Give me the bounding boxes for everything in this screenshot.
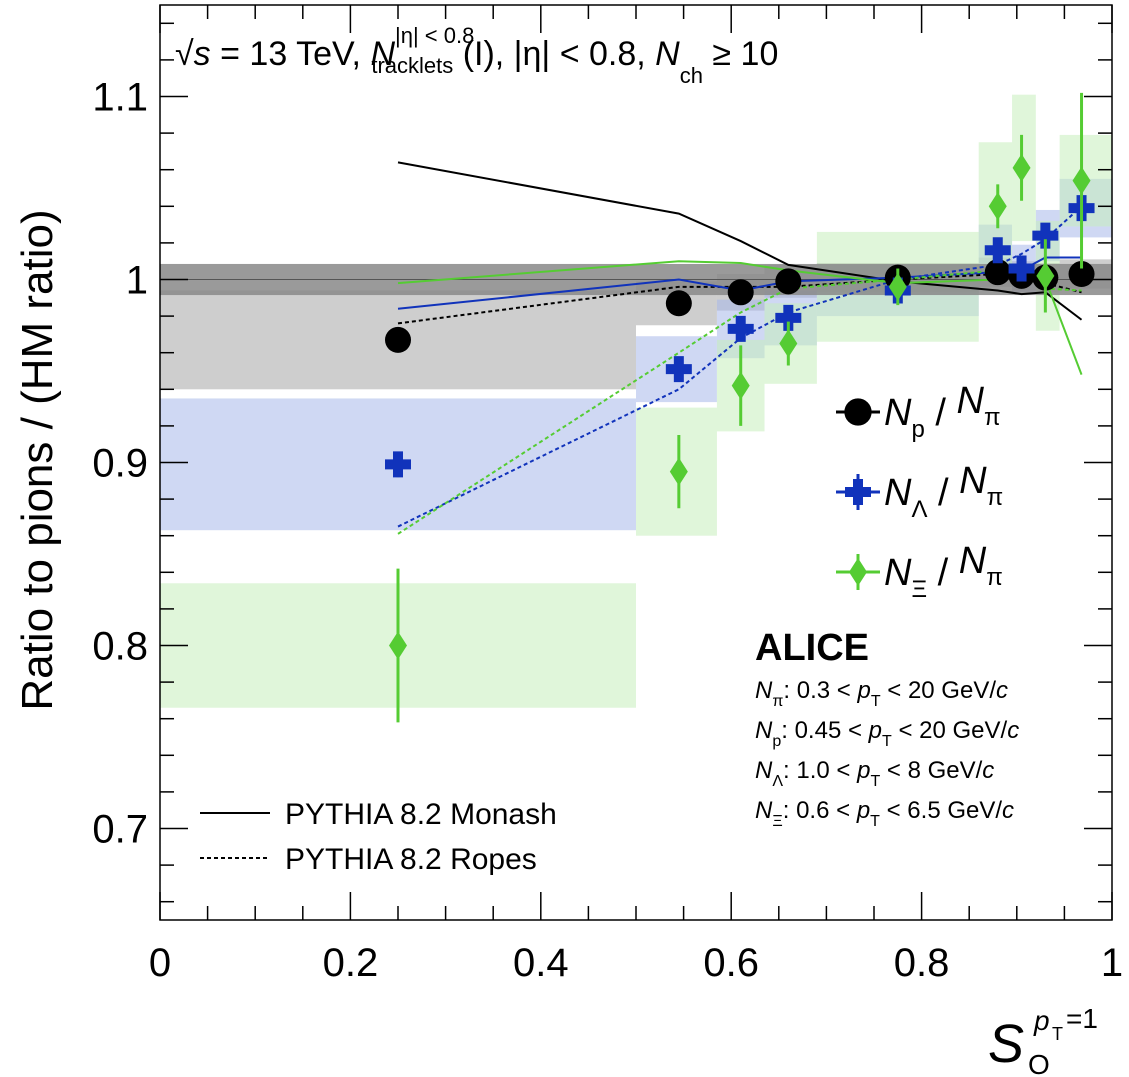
data-point-2-3 bbox=[779, 329, 798, 358]
header-text: √s = 13 TeV, N|η| < 0.8 tracklets (I), |η… bbox=[175, 23, 778, 88]
x-tick-label: 0.4 bbox=[513, 941, 569, 985]
y-tick-label: 1 bbox=[126, 259, 148, 303]
x-tick-label: 0.8 bbox=[894, 941, 950, 985]
axis-ticks: 0 0.2 0.4 0.6 0.8 1 0.7 0.8 0.9 1 1.1 bbox=[92, 5, 1123, 985]
model-curve-5 bbox=[397, 263, 1082, 535]
cut-text-3: NΞ: 0.6 < pT < 6.5 GeV/c bbox=[755, 797, 1014, 830]
x-tick-label: 0 bbox=[149, 941, 171, 985]
cut-text-2: NΛ: 1.0 < pT < 8 GeV/c bbox=[755, 757, 994, 790]
data-point-2-1 bbox=[669, 457, 688, 486]
x-tick-label: 0.6 bbox=[703, 941, 759, 985]
data-point-0-2 bbox=[727, 279, 754, 306]
data-point-0-0 bbox=[385, 326, 411, 353]
cut-text-0: Nπ: 0.3 < pT < 20 GeV/c bbox=[755, 677, 1008, 710]
hm-ratio-band bbox=[160, 263, 1112, 296]
legend-label-1: NΛ / Nπ bbox=[884, 460, 1003, 523]
legend-marker-2 bbox=[849, 558, 867, 586]
data-point-0-8 bbox=[1068, 261, 1095, 288]
data-point-2-4 bbox=[888, 272, 907, 301]
data-point-0-3 bbox=[775, 268, 802, 295]
y-tick-label: 1.1 bbox=[92, 76, 148, 120]
svg-text:=1: =1 bbox=[1066, 1003, 1098, 1034]
data-point-1-3 bbox=[775, 304, 802, 331]
model-curve-1 bbox=[397, 273, 1082, 325]
legend-marker-1 bbox=[845, 479, 871, 505]
data-point-2-2 bbox=[731, 371, 750, 400]
y-tick-label: 0.8 bbox=[92, 625, 148, 669]
experiment-label: ALICE bbox=[755, 627, 869, 669]
y-tick-label: 0.9 bbox=[92, 442, 148, 486]
kinematic-cuts: Nπ: 0.3 < pT < 20 GeV/c Np: 0.45 < pT < 2… bbox=[755, 677, 1019, 830]
svg-text:S: S bbox=[988, 1014, 1024, 1074]
cut-text-1: Np: 0.45 < pT < 20 GeV/c bbox=[755, 717, 1019, 750]
model-legend: PYTHIA 8.2 Monash PYTHIA 8.2 Ropes bbox=[200, 798, 557, 876]
data-point-0-1 bbox=[665, 290, 692, 317]
data-point-2-7 bbox=[1036, 261, 1055, 290]
x-tick-label: 1 bbox=[1101, 941, 1123, 985]
data-point-2-6 bbox=[1012, 153, 1031, 182]
data-points bbox=[385, 92, 1095, 723]
species-legend: Np / Nπ NΛ / Nπ NΞ / Nπ bbox=[836, 380, 1003, 603]
y-axis-label: Ratio to pions / (HM ratio) bbox=[13, 209, 62, 710]
data-point-1-1 bbox=[665, 356, 692, 383]
data-point-1-0 bbox=[385, 451, 411, 478]
data-point-2-8 bbox=[1072, 166, 1091, 195]
legend-label-monash: PYTHIA 8.2 Monash bbox=[285, 798, 557, 831]
legend-label-2: NΞ / Nπ bbox=[884, 540, 1003, 603]
data-point-1-5 bbox=[984, 237, 1011, 264]
data-point-1-6 bbox=[1008, 255, 1035, 282]
data-point-0-5 bbox=[984, 259, 1011, 286]
svg-text:p: p bbox=[1033, 1005, 1050, 1036]
data-point-1-7 bbox=[1032, 222, 1059, 249]
legend-label-0: Np / Nπ bbox=[884, 380, 1001, 443]
data-point-1-2 bbox=[727, 315, 754, 342]
x-axis-label: S O p T =1 bbox=[988, 1003, 1098, 1077]
x-tick-label: 0.2 bbox=[323, 941, 379, 985]
svg-text:T: T bbox=[1052, 1024, 1063, 1044]
legend-label-ropes: PYTHIA 8.2 Ropes bbox=[285, 843, 537, 876]
y-tick-label: 0.7 bbox=[92, 808, 148, 852]
data-point-2-5 bbox=[988, 192, 1007, 221]
svg-text:O: O bbox=[1028, 1049, 1050, 1077]
legend-marker-0 bbox=[844, 398, 872, 426]
data-point-2-0 bbox=[389, 631, 407, 660]
